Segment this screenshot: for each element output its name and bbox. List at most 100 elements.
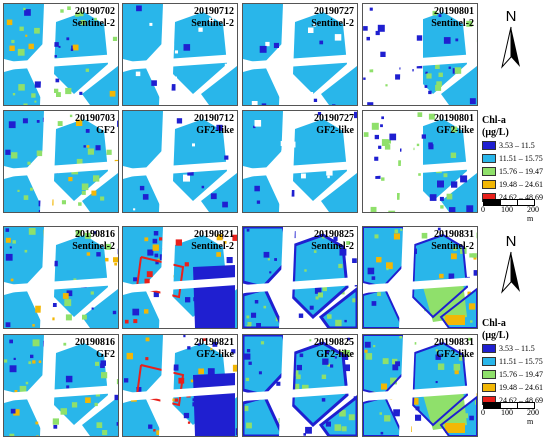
chl-a-raster (243, 4, 357, 105)
legend-item: 15.76 – 19.47 (482, 368, 543, 381)
legend-swatch (482, 167, 496, 176)
chl-a-raster (123, 335, 237, 436)
panel-label: 20190821 Sentinel-2 (191, 229, 234, 253)
legend-label: 19.48 – 24.61 (499, 180, 543, 189)
legend-title: Chl-a (μg/L) (482, 318, 509, 341)
panel-sensor: Sentinel-2 (431, 241, 474, 252)
panel-date: 20190825 (314, 229, 354, 240)
chl-a-raster (123, 4, 237, 105)
legend-label: 15.76 – 19.47 (499, 370, 543, 379)
legend-top: Chl-a (μg/L) 3.53 – 11.5 11.51 – 15.75 15.7… (482, 115, 543, 204)
north-arrow-bottom: N (496, 233, 526, 303)
panel-sensor: Sentinel-2 (191, 241, 234, 252)
chl-a-raster (363, 111, 477, 212)
panel-date: 20190831 (434, 337, 474, 348)
map-panel: 20190712 Sentinel-2 (122, 3, 238, 106)
panel-label: 20190825 Sentinel-2 (311, 229, 354, 253)
panel-date: 20190816 (75, 229, 115, 240)
panel-label: 20190727 GF2-like (314, 113, 354, 137)
legend-swatch (482, 180, 496, 189)
panel-date: 20190825 (314, 337, 354, 348)
chl-a-raster (4, 4, 118, 105)
panel-label: 20190831 Sentinel-2 (431, 229, 474, 253)
panel-sensor: Sentinel-2 (311, 18, 354, 29)
map-panel: 20190712 GF2-like (122, 110, 238, 213)
panel-label: 20190821 GF2-like (194, 337, 234, 361)
panel-sensor: Sentinel-2 (191, 18, 234, 29)
panel-sensor: Sentinel-2 (72, 241, 115, 252)
chl-a-raster (123, 111, 237, 212)
legend-label: 15.76 – 19.47 (499, 167, 543, 176)
panel-label: 20190801 Sentinel-2 (431, 6, 474, 30)
panel-sensor: GF2 (96, 349, 115, 360)
chl-a-raster (363, 227, 477, 328)
panel-label: 20190702 Sentinel-2 (72, 6, 115, 30)
panel-label: 20190816 Sentinel-2 (72, 229, 115, 253)
chl-a-raster (4, 111, 118, 212)
legend-label: 3.53 – 11.5 (499, 344, 535, 353)
map-panel: 20190801 GF2-like (362, 110, 478, 213)
chl-a-raster (243, 335, 357, 436)
panel-label: 20190703 GF2 (75, 113, 115, 137)
map-panel: 20190702 Sentinel-2 (3, 3, 119, 106)
panel-sensor: GF2-like (196, 125, 234, 136)
panel-sensor: GF2-like (436, 349, 474, 360)
panel-date: 20190801 (434, 6, 474, 17)
legend-item: 15.76 – 19.47 (482, 165, 543, 178)
north-label: N (505, 8, 517, 25)
legend-swatch (482, 141, 496, 150)
legend-item: 11.51 – 15.75 (482, 152, 543, 165)
north-arrow-icon (501, 251, 520, 294)
chl-a-raster (363, 335, 477, 436)
map-panel: 20190703 GF2 (3, 110, 119, 213)
panel-label: 20190727 Sentinel-2 (311, 6, 354, 30)
map-panel: 20190821 Sentinel-2 (122, 226, 238, 329)
panel-sensor: GF2-like (316, 125, 354, 136)
panel-date: 20190801 (434, 113, 474, 124)
north-arrow-icon (501, 26, 520, 69)
legend-bottom: Chl-a (μg/L) 3.53 – 11.5 11.51 – 15.75 15.7… (482, 318, 543, 407)
panel-label: 20190712 GF2-like (194, 113, 234, 137)
map-panel: 20190801 Sentinel-2 (362, 3, 478, 106)
legend-label: 11.51 – 15.75 (499, 357, 543, 366)
panel-label: 20190801 GF2-like (434, 113, 474, 137)
panel-label: 20190825 GF2-like (314, 337, 354, 361)
panel-date: 20190712 (194, 113, 234, 124)
legend-label: 24.62 – 48.69 (499, 193, 543, 202)
panel-sensor: GF2-like (316, 349, 354, 360)
chl-a-raster (4, 335, 118, 436)
panel-sensor: Sentinel-2 (72, 18, 115, 29)
north-label: N (505, 233, 517, 250)
legend-swatch (482, 344, 496, 353)
map-panel: 20190727 Sentinel-2 (242, 3, 358, 106)
chl-a-raster (363, 4, 477, 105)
panel-sensor: Sentinel-2 (431, 18, 474, 29)
panel-date: 20190727 (314, 113, 354, 124)
panel-date: 20190816 (75, 337, 115, 348)
legend-item: 3.53 – 11.5 (482, 342, 543, 355)
chl-a-raster (4, 227, 118, 328)
panel-sensor: GF2-like (196, 349, 234, 360)
legend-swatch (482, 383, 496, 392)
chl-a-raster (243, 111, 357, 212)
legend-swatch (482, 370, 496, 379)
chl-a-raster (123, 227, 237, 328)
legend-label: 11.51 – 15.75 (499, 154, 543, 163)
map-panel: 20190825 Sentinel-2 (242, 226, 358, 329)
chl-a-raster (243, 227, 357, 328)
legend-swatch (482, 154, 496, 163)
panel-sensor: GF2-like (436, 125, 474, 136)
panel-label: 20190831 GF2-like (434, 337, 474, 361)
north-arrow-top: N (496, 8, 526, 78)
panel-date: 20190831 (434, 229, 474, 240)
map-panel: 20190831 Sentinel-2 (362, 226, 478, 329)
panel-sensor: Sentinel-2 (311, 241, 354, 252)
panel-date: 20190821 (194, 337, 234, 348)
panel-date: 20190703 (75, 113, 115, 124)
legend-item: 19.48 – 24.61 (482, 178, 543, 191)
legend-item: 11.51 – 15.75 (482, 355, 543, 368)
map-panel: 20190816 GF2 (3, 334, 119, 437)
panel-date: 20190702 (75, 6, 115, 17)
legend-swatch (482, 357, 496, 366)
panel-date: 20190727 (314, 6, 354, 17)
